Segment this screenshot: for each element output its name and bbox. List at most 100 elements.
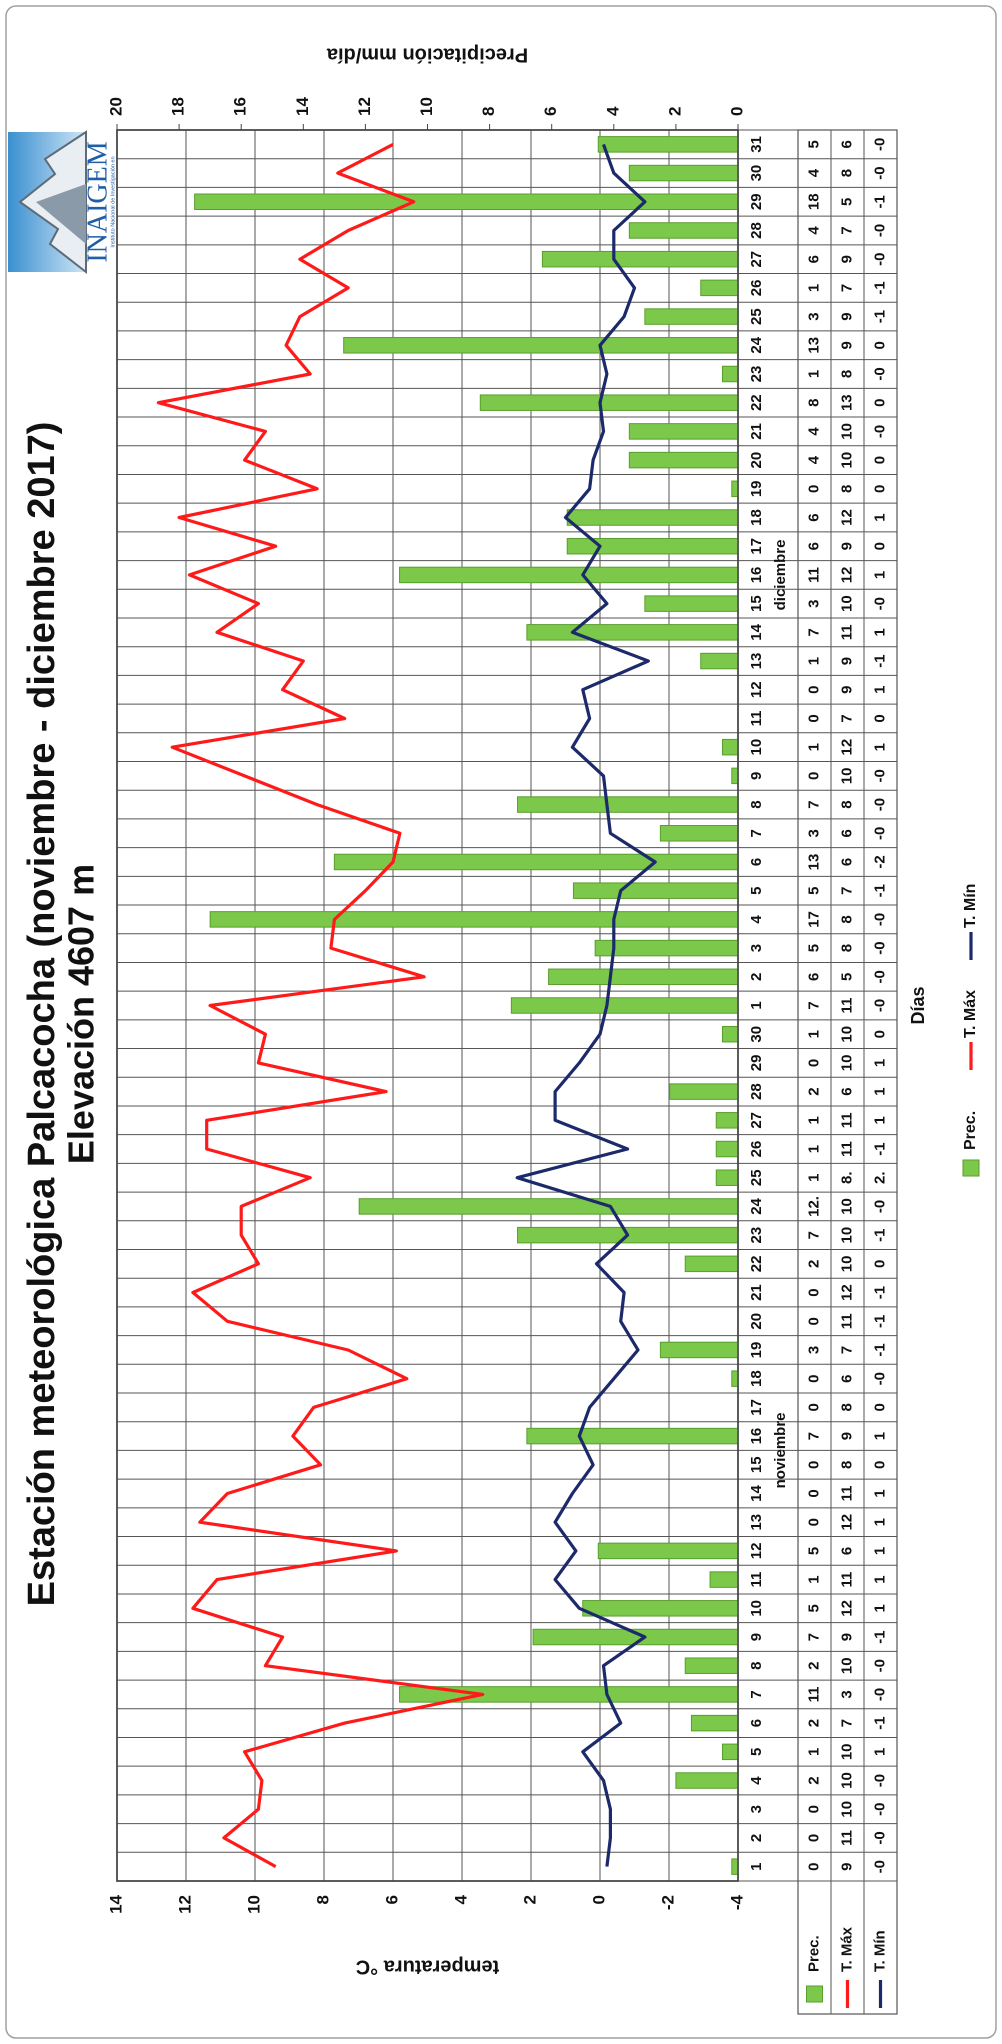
x-tick-label: 22 xyxy=(748,1256,765,1273)
table-cell: 1 xyxy=(805,1030,822,1038)
table-cell: 1 xyxy=(805,743,822,751)
bar xyxy=(715,1112,739,1129)
table-cell: -1 xyxy=(871,281,888,294)
x-tick-label: 3 xyxy=(748,944,765,952)
table-cell: 1 xyxy=(871,1087,888,1095)
x-tick-label: 10 xyxy=(748,739,765,756)
table-cell: 12 xyxy=(838,1514,855,1531)
bar xyxy=(715,1140,739,1158)
bar xyxy=(659,1341,739,1359)
table-cell: -0 xyxy=(871,1372,888,1385)
table-cell: 8 xyxy=(838,1461,855,1469)
table-cell: 1 xyxy=(805,1575,822,1583)
x-tick-label: 18 xyxy=(748,509,765,526)
x-tick-label: 23 xyxy=(748,366,765,383)
table-cell: 11 xyxy=(838,1313,855,1329)
x-tick-label: 12 xyxy=(748,1543,765,1560)
bar xyxy=(548,968,739,986)
table-cell: -2 xyxy=(871,855,888,868)
x-tick-label: 15 xyxy=(748,1456,765,1473)
table-cell: 11 xyxy=(805,1686,822,1702)
table-cell: -0 xyxy=(871,138,888,151)
x-tick-label: 30 xyxy=(748,1026,765,1043)
table-cell: 17 xyxy=(805,911,822,928)
x-tick-label: 13 xyxy=(748,653,765,670)
y-axis-title: temperatura °C xyxy=(356,1956,500,1978)
x-tick-label: 11 xyxy=(748,1572,765,1588)
table-cell: 10 xyxy=(838,768,855,785)
bar xyxy=(517,796,739,813)
bar xyxy=(715,1169,739,1186)
x-tick-label: 29 xyxy=(748,1055,765,1072)
x-tick-label: 8 xyxy=(748,800,765,808)
data-table xyxy=(797,129,898,2015)
table-cell: 12 xyxy=(838,509,855,526)
table-cell: 7 xyxy=(805,1633,822,1641)
table-cell: 8 xyxy=(838,944,855,952)
x-tick-label: 21 xyxy=(748,423,765,440)
table-cell: 7 xyxy=(805,1231,822,1239)
bar xyxy=(572,882,739,899)
table-cell: 11 xyxy=(805,567,822,583)
plot-border xyxy=(116,129,739,1882)
table-cell: 0 xyxy=(871,542,888,550)
table-cell: -1 xyxy=(871,1630,888,1643)
y2-tick-label: 8 xyxy=(479,107,498,116)
table-cell: 1 xyxy=(871,1748,888,1756)
x-tick-label: 26 xyxy=(748,1141,765,1158)
table-cell: 5 xyxy=(805,944,822,952)
y2-axis-title: Precipitación mm/día xyxy=(326,44,528,66)
table-cell: -0 xyxy=(871,798,888,811)
bar xyxy=(628,222,739,239)
table-cell: 0 xyxy=(805,1461,822,1469)
y-tick-label: 6 xyxy=(382,1895,401,1904)
table-cell: 5 xyxy=(805,1604,822,1612)
x-tick-label: 10 xyxy=(748,1600,765,1617)
bar xyxy=(526,624,739,641)
table-cell: 13 xyxy=(805,854,822,871)
chart-title: Estación meteorológica Palcacocha (novie… xyxy=(21,422,63,1607)
y-tick-label: 14 xyxy=(106,1894,125,1913)
table-cell: 4 xyxy=(805,226,822,235)
table-cell: 4 xyxy=(805,455,822,464)
table-cell: 2. xyxy=(871,1171,888,1184)
bar xyxy=(700,279,739,297)
bar xyxy=(690,1714,739,1732)
table-cell: 1 xyxy=(871,1575,888,1583)
table-cell: 11 xyxy=(838,1572,855,1588)
table-cell: 8 xyxy=(838,485,855,493)
y2-tick-label: 10 xyxy=(417,97,436,116)
table-cell: 5 xyxy=(838,198,855,206)
table-cell: 9 xyxy=(838,341,855,349)
table-cell: 0 xyxy=(871,714,888,722)
x-tick-label: 14 xyxy=(748,623,765,640)
table-cell: 18 xyxy=(805,193,822,210)
table-cell: 6 xyxy=(805,542,822,550)
table-cell: 0 xyxy=(805,1374,822,1382)
table-cell: 8 xyxy=(838,370,855,378)
bar xyxy=(628,451,739,469)
table-cell: -1 xyxy=(871,1315,888,1328)
table-row-header: T. Mín xyxy=(871,1930,888,1972)
table-cell: 0 xyxy=(805,1518,822,1526)
table-cell: 12 xyxy=(838,567,855,584)
table-cell: 1 xyxy=(805,1116,822,1124)
table-cell: 0 xyxy=(871,1030,888,1038)
table-cell: 10 xyxy=(838,1198,855,1215)
table-cell: 10 xyxy=(838,1256,855,1273)
table-cell: 11 xyxy=(838,1112,855,1128)
x-group-label: noviembre xyxy=(772,1412,789,1488)
table-cell: 1 xyxy=(871,686,888,694)
table-cell: 0 xyxy=(805,1288,822,1296)
table-cell: 9 xyxy=(838,1633,855,1641)
x-tick-label: 5 xyxy=(748,887,765,895)
x-tick-label: 5 xyxy=(748,1748,765,1756)
bar xyxy=(684,1255,739,1273)
y2-tick-label: 16 xyxy=(231,97,250,116)
table-cell: 6 xyxy=(838,140,855,148)
table-cell: -1 xyxy=(871,1142,888,1155)
bar xyxy=(526,1427,739,1445)
chart-rotated: Estación meteorológica Palcacocha (novie… xyxy=(5,5,997,2039)
table-cell: -0 xyxy=(871,1831,888,1844)
bar xyxy=(700,652,739,670)
